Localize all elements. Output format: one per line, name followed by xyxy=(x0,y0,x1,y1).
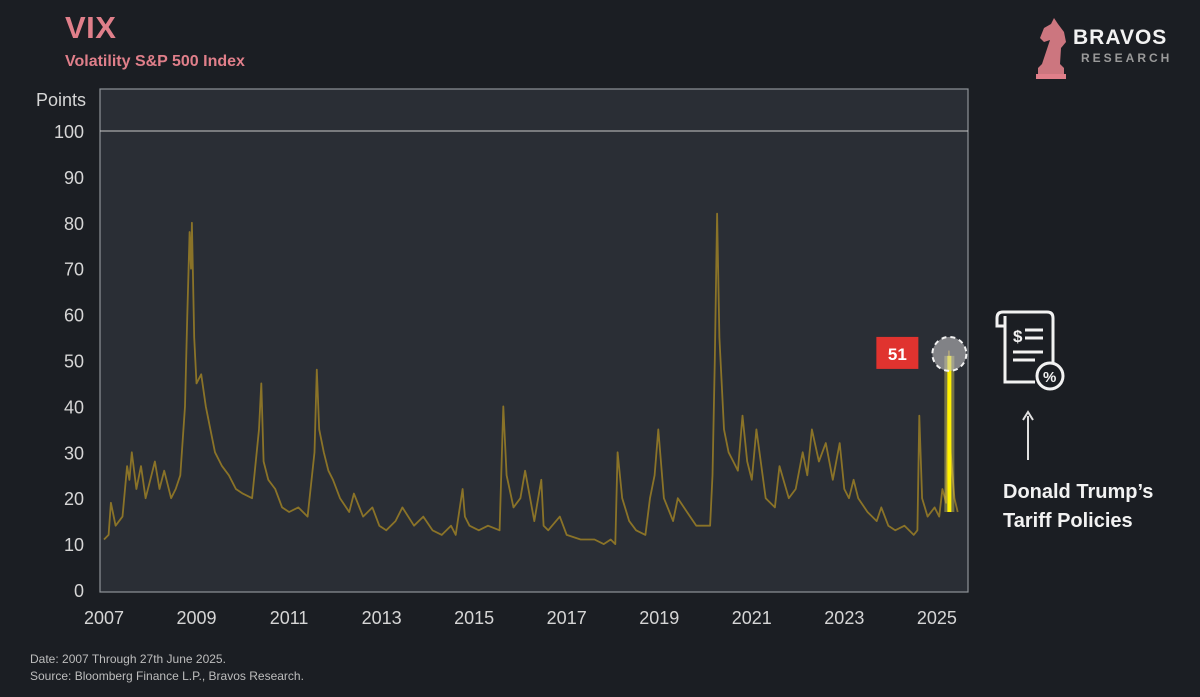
brand-name: BRAVOS xyxy=(1073,26,1168,49)
y-tick-label: 70 xyxy=(64,260,84,280)
knight-chess-icon xyxy=(1036,18,1066,79)
y-tick-label: 30 xyxy=(64,443,84,463)
annotation-text: Donald Trump’s Tariff Policies xyxy=(1003,478,1153,536)
brand-logo xyxy=(1036,18,1066,79)
svg-text:%: % xyxy=(1043,369,1056,386)
x-tick-label: 2007 xyxy=(84,608,124,628)
peak-marker xyxy=(931,335,968,372)
y-tick-label: 0 xyxy=(74,581,84,601)
x-tick-label: 2015 xyxy=(454,608,494,628)
x-tick-labels: 2007 2009 2011 2013 2015 2017 2019 2021 2023 2025 xyxy=(84,608,957,628)
x-tick-label: 2013 xyxy=(362,608,402,628)
brand-tagline: RESEARCH xyxy=(1081,51,1173,65)
svg-text:$: $ xyxy=(1013,327,1023,346)
peak-label-box xyxy=(876,336,919,369)
chart-title: VIX xyxy=(65,10,117,45)
x-tick-label: 2021 xyxy=(732,608,772,628)
annotation-line-1: Donald Trump’s xyxy=(1003,481,1154,503)
x-tick-label: 2023 xyxy=(824,608,864,628)
x-tick-label: 2019 xyxy=(639,608,679,628)
peak-label: 51 xyxy=(888,345,907,364)
y-tick-label: 100 xyxy=(54,122,84,142)
tariff-document-icon: $ % xyxy=(995,310,1065,460)
x-tick-label: 2025 xyxy=(917,608,957,628)
y-tick-label: 90 xyxy=(64,168,84,188)
x-tick-label: 2017 xyxy=(547,608,587,628)
plot-area xyxy=(99,88,969,593)
series-line-vix xyxy=(103,212,959,545)
annotation-line-2: Tariff Policies xyxy=(1003,510,1133,532)
y-axis-label: Points xyxy=(36,90,86,110)
y-tick-label: 20 xyxy=(64,489,84,509)
y-tick-label: 50 xyxy=(64,352,84,372)
y-tick-label: 10 xyxy=(64,535,84,555)
x-tick-label: 2011 xyxy=(270,608,309,628)
source-note: Source: Bloomberg Finance L.P., Bravos R… xyxy=(30,669,304,683)
y-tick-label: 80 xyxy=(64,214,84,234)
y-tick-labels: 0 10 20 30 40 50 60 70 80 90 100 xyxy=(54,122,84,601)
x-tick-label: 2009 xyxy=(177,608,217,628)
y-tick-label: 60 xyxy=(64,306,84,326)
spike-highlight: 51 xyxy=(876,335,968,512)
y-tick-label: 40 xyxy=(64,397,84,417)
chart-subtitle: Volatility S&P 500 Index xyxy=(65,53,245,70)
date-note: Date: 2007 Through 27th June 2025. xyxy=(30,652,226,666)
